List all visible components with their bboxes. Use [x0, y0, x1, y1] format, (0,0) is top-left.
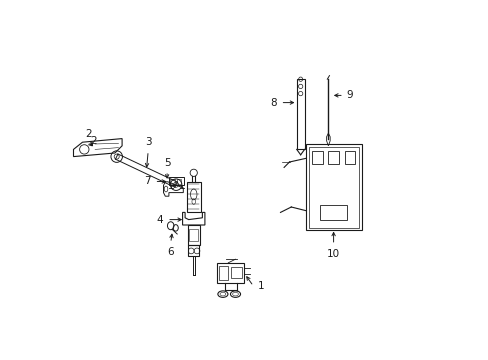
Bar: [305, 144, 361, 230]
Bar: [188, 245, 199, 256]
Bar: [311, 151, 322, 164]
Text: 10: 10: [326, 249, 340, 259]
Bar: [231, 267, 242, 278]
Text: 4: 4: [157, 215, 163, 225]
Text: 5: 5: [163, 158, 170, 168]
Bar: [187, 225, 200, 245]
Text: 2: 2: [90, 136, 97, 146]
Text: 2: 2: [85, 129, 92, 139]
Text: 9: 9: [346, 90, 352, 100]
Bar: [308, 147, 358, 228]
Text: 1: 1: [257, 281, 264, 291]
Bar: [217, 263, 244, 283]
Bar: [219, 266, 228, 280]
Bar: [177, 179, 181, 184]
Bar: [296, 79, 304, 149]
Bar: [186, 182, 200, 212]
Bar: [328, 151, 339, 164]
Bar: [320, 205, 346, 220]
Text: 3: 3: [144, 137, 151, 147]
Bar: [189, 229, 198, 241]
Text: 8: 8: [270, 98, 276, 108]
Bar: [168, 177, 183, 185]
Text: 6: 6: [167, 247, 174, 257]
Text: 7: 7: [144, 176, 151, 186]
Bar: [170, 179, 175, 184]
Bar: [344, 151, 355, 164]
